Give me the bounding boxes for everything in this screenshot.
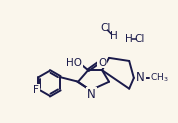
Text: O: O xyxy=(98,57,106,68)
Text: N: N xyxy=(87,88,96,101)
Text: CH$_3$: CH$_3$ xyxy=(150,72,169,84)
Text: H: H xyxy=(125,34,133,44)
Text: N: N xyxy=(136,71,145,84)
Text: H: H xyxy=(110,31,118,41)
Text: Cl: Cl xyxy=(100,23,110,33)
Text: HO: HO xyxy=(66,57,82,68)
Text: Cl: Cl xyxy=(135,34,145,44)
Text: F: F xyxy=(33,85,39,95)
